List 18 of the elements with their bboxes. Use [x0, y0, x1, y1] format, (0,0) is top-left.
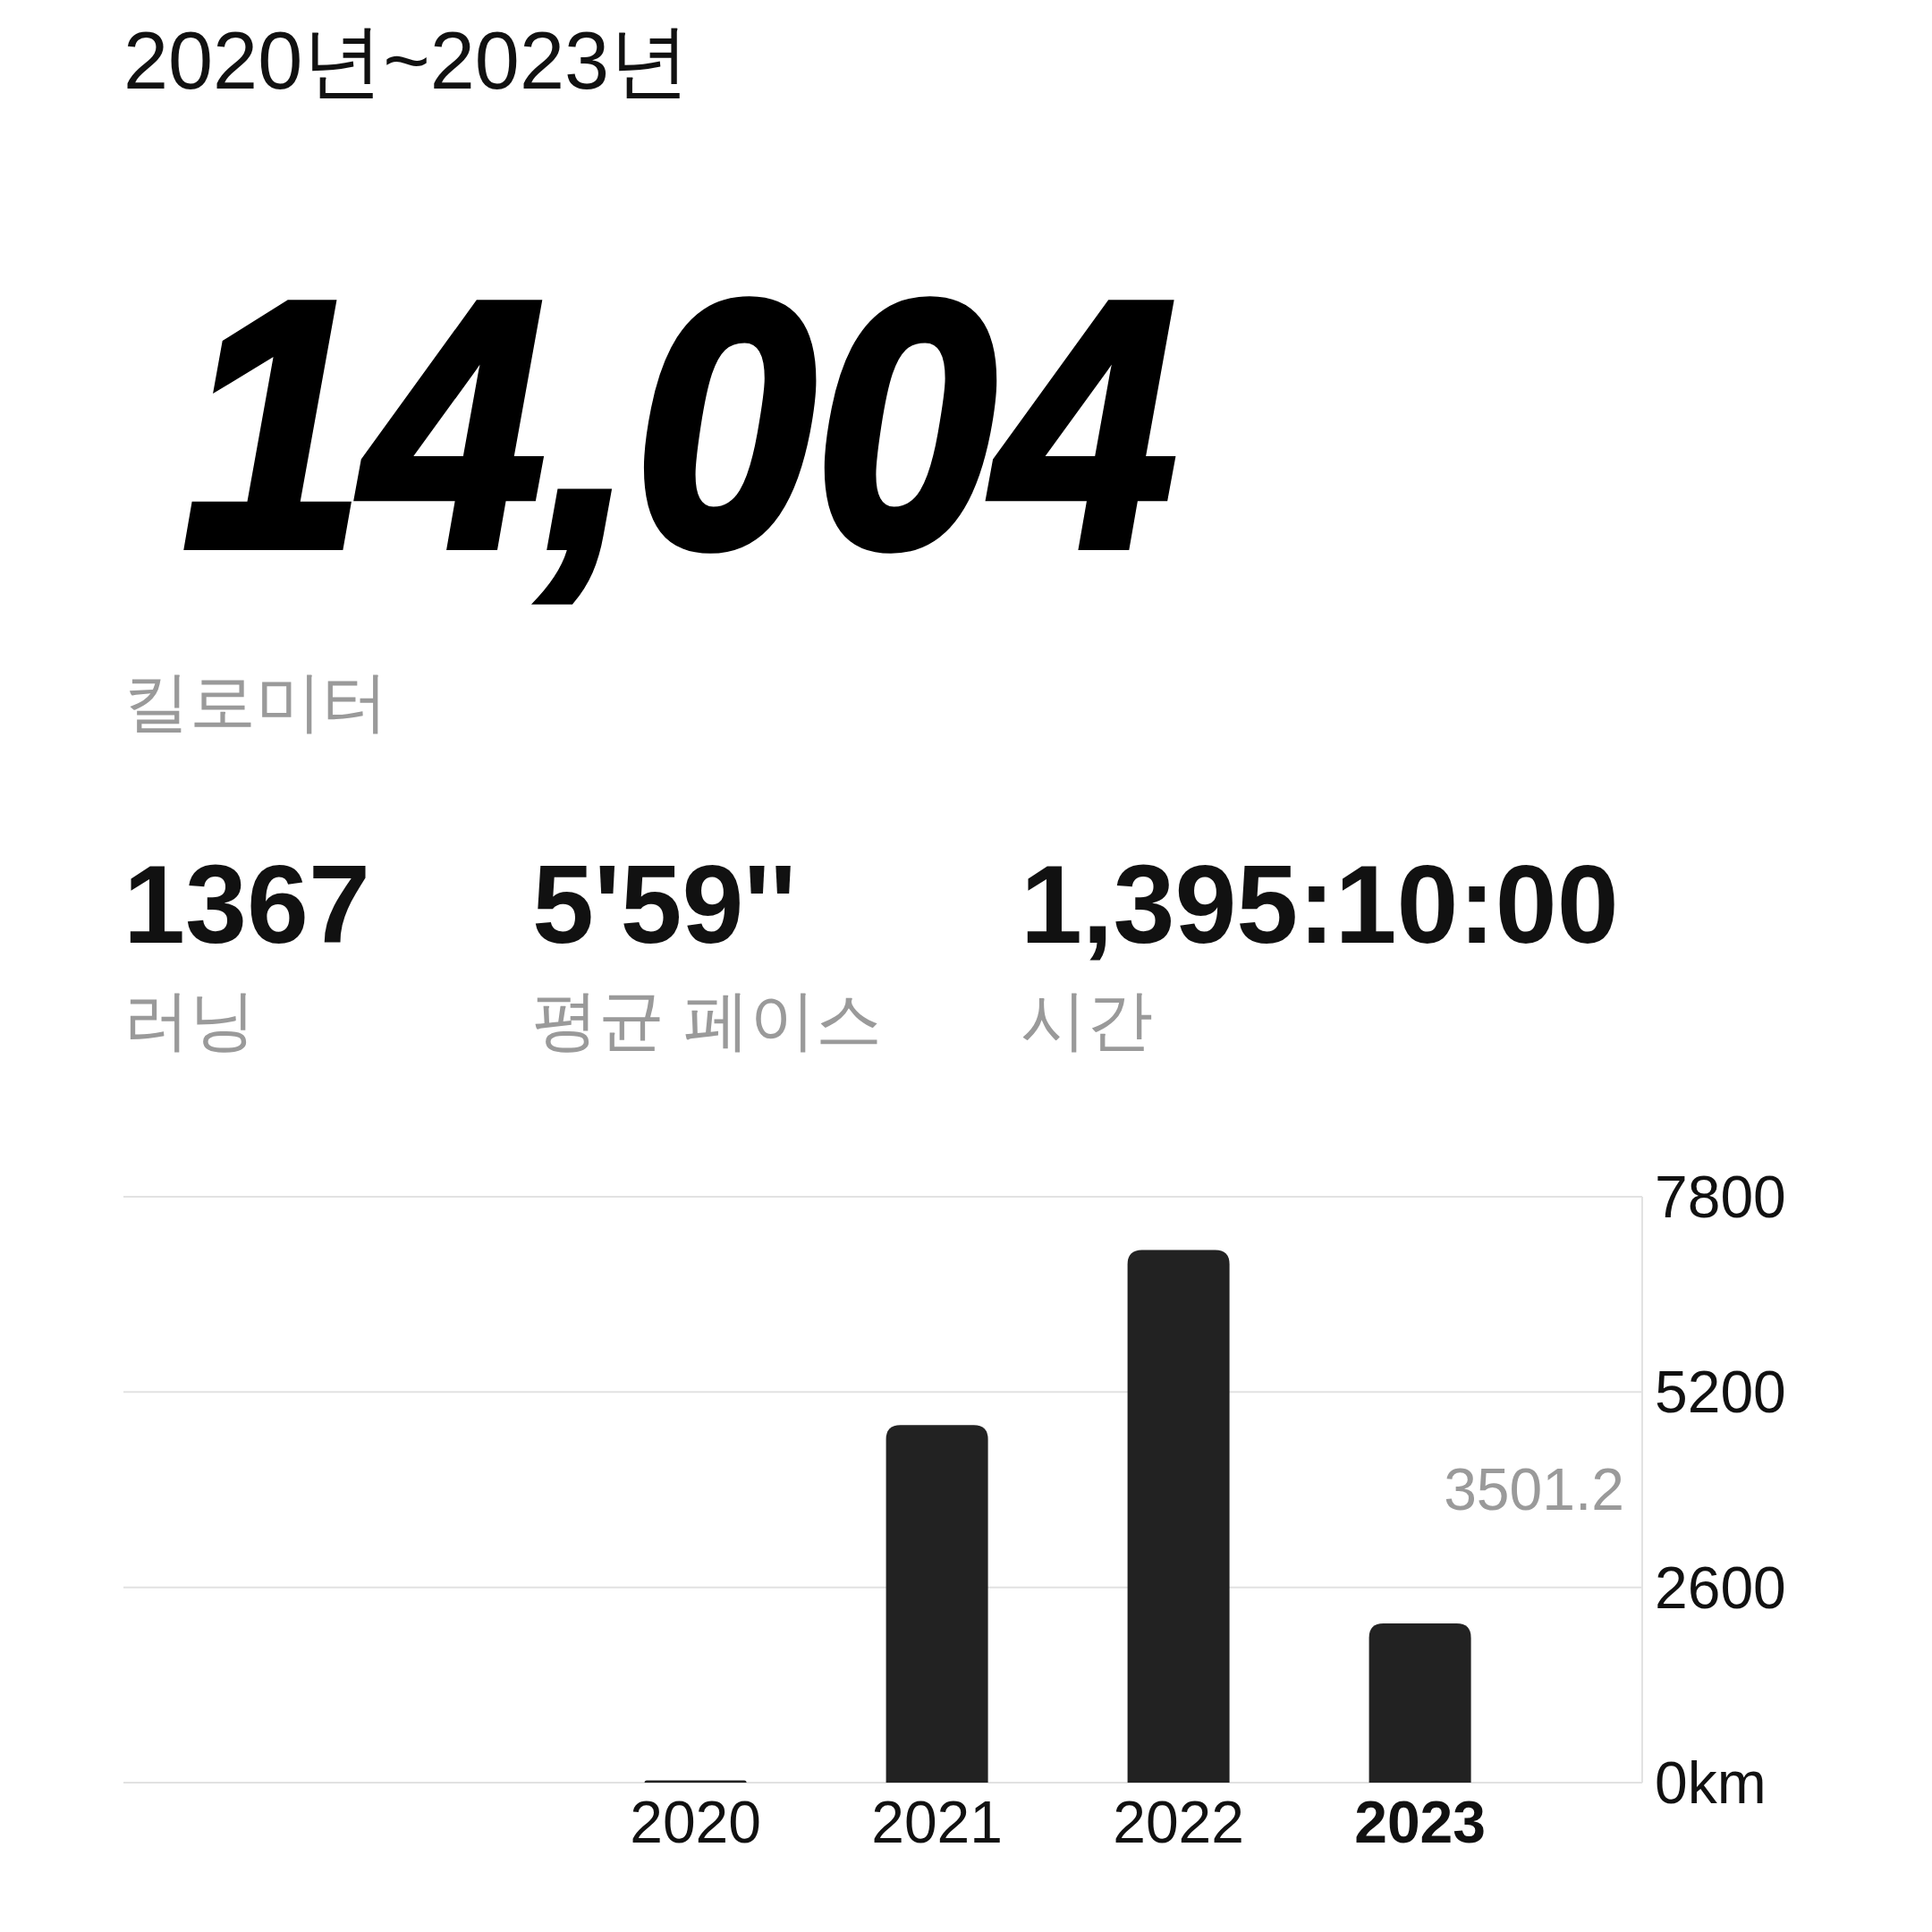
x-tick-label: 2022 [1113, 1789, 1244, 1855]
annotation: 킬로미터 [123, 665, 388, 739]
x-tick-label: 2023 [1354, 1789, 1486, 1855]
y-tick-label: 0km [1655, 1750, 1767, 1816]
y-tick-label: 2600 [1655, 1554, 1786, 1621]
annotation: 평균 페이스 [532, 983, 882, 1057]
title: 2020년~2023년 [123, 16, 690, 106]
x-tick-label: 2021 [871, 1789, 1003, 1855]
annotation: 러닝 [123, 983, 256, 1057]
y-tick-label: 5200 [1655, 1359, 1786, 1426]
annotation: 5'59'' [532, 843, 797, 966]
annotation: 14,004 [183, 228, 1256, 620]
annotation: 1367 [123, 843, 370, 966]
annotation: 1,395:10:00 [1021, 843, 1619, 966]
y-tick-label: 7800 [1655, 1164, 1786, 1230]
annotation: 3501.2 [1444, 1456, 1624, 1523]
annotation: 시간 [1021, 983, 1153, 1057]
x-tick-label: 2020 [630, 1789, 761, 1855]
